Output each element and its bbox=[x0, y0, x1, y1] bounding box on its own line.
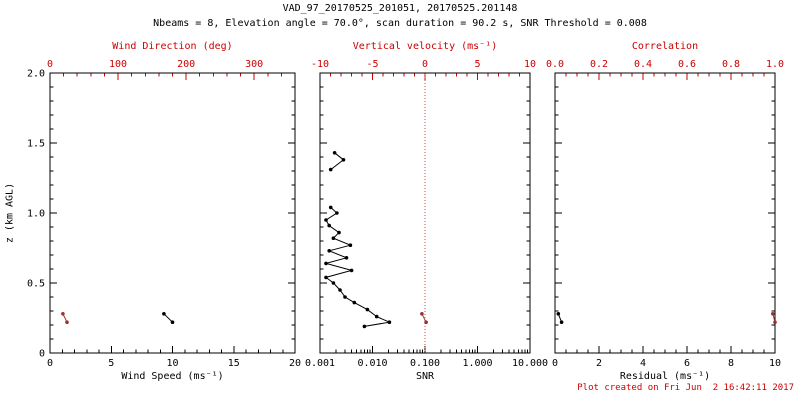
svg-text:5: 5 bbox=[474, 59, 480, 70]
svg-text:20: 20 bbox=[289, 358, 301, 369]
svg-text:100: 100 bbox=[109, 59, 127, 70]
svg-text:200: 200 bbox=[177, 59, 195, 70]
svg-text:0.001: 0.001 bbox=[305, 358, 335, 369]
residual-correlation-panel: 0 2 4 6 8 10 0.0 0.2 0.4 0.6 0.8 1.0 bbox=[546, 59, 784, 369]
svg-text:0.4: 0.4 bbox=[634, 59, 652, 70]
svg-text:0.2: 0.2 bbox=[590, 59, 608, 70]
svg-text:300: 300 bbox=[245, 59, 263, 70]
svg-text:0: 0 bbox=[422, 59, 428, 70]
svg-text:4: 4 bbox=[640, 358, 646, 369]
plot-subtitle: Nbeams = 8, Elevation angle = 70.0°, sca… bbox=[153, 18, 647, 29]
svg-text:10.000: 10.000 bbox=[512, 358, 548, 369]
svg-text:0.100: 0.100 bbox=[410, 358, 440, 369]
svg-text:6: 6 bbox=[684, 358, 690, 369]
plot-created-timestamp: Plot created on Fri Jun 2 16:42:11 2017 bbox=[577, 383, 794, 393]
axis-title-vertical-velocity: Vertical velocity (ms⁻¹) bbox=[352, 41, 498, 52]
wind-speed-profile bbox=[163, 313, 173, 323]
svg-text:10: 10 bbox=[166, 358, 178, 369]
snr-vertical-velocity-panel: 0.001 0.010 0.100 1.000 10.000 -10 -5 0 5 10 bbox=[305, 59, 548, 369]
svg-text:10: 10 bbox=[769, 358, 781, 369]
svg-text:15: 15 bbox=[228, 358, 240, 369]
svg-text:1.000: 1.000 bbox=[462, 358, 492, 369]
plot-title: VAD_97_20170525_201051, 20170525.201148 bbox=[282, 3, 518, 14]
svg-text:0.6: 0.6 bbox=[678, 59, 696, 70]
svg-text:1.0: 1.0 bbox=[27, 209, 45, 220]
svg-text:-5: -5 bbox=[366, 59, 378, 70]
axis-title-wind-speed: Wind Speed (ms⁻¹) bbox=[121, 371, 224, 382]
axis-title-wind-direction: Wind Direction (deg) bbox=[112, 41, 233, 52]
svg-text:0.8: 0.8 bbox=[722, 59, 740, 70]
svg-text:1.5: 1.5 bbox=[27, 139, 45, 150]
snr-profile-upper bbox=[330, 152, 345, 170]
snr-profile-lower bbox=[324, 207, 392, 327]
axis-title-correlation: Correlation bbox=[631, 41, 699, 52]
svg-text:0.010: 0.010 bbox=[357, 358, 387, 369]
svg-text:10: 10 bbox=[524, 59, 536, 70]
svg-text:0: 0 bbox=[47, 358, 53, 369]
svg-text:2.0: 2.0 bbox=[27, 69, 45, 80]
svg-text:0: 0 bbox=[39, 349, 45, 360]
svg-text:0: 0 bbox=[47, 59, 53, 70]
axis-title-snr: SNR bbox=[415, 371, 435, 382]
svg-text:0: 0 bbox=[552, 358, 558, 369]
svg-text:5: 5 bbox=[108, 358, 114, 369]
svg-text:8: 8 bbox=[728, 358, 734, 369]
svg-text:0.5: 0.5 bbox=[27, 279, 45, 290]
svg-text:1.0: 1.0 bbox=[766, 59, 784, 70]
svg-text:2: 2 bbox=[596, 358, 602, 369]
svg-text:0.0: 0.0 bbox=[546, 59, 564, 70]
axis-title-residual: Residual (ms⁻¹) bbox=[619, 371, 711, 382]
svg-text:-10: -10 bbox=[311, 59, 329, 70]
